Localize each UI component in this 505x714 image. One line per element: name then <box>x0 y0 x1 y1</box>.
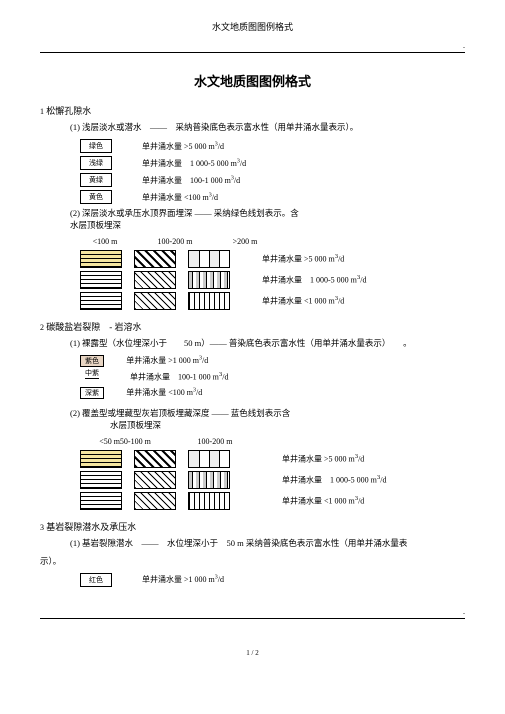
pattern-horiz <box>80 471 122 489</box>
pattern-diag <box>134 250 176 268</box>
yield-text: 单井涌水量 >5 000 m3/d <box>282 453 364 465</box>
sec1-sub2: (2) 深层淡水或承压水顶界面埋深 —— 采纳绿色线划表示。含 水层顶板埋深 <box>70 207 465 231</box>
corner-dot-bottom: . <box>40 607 465 616</box>
swatch-yellowgreen: 黄绿 <box>80 173 112 187</box>
yield-text: 单井涌水量 >5 000 m3/d <box>262 253 344 265</box>
pattern-vert <box>188 292 230 310</box>
color-row: 浅绿 单井涌水量 1 000-5 000 m3/d <box>80 156 465 170</box>
sec2-title: 碳酸盐岩裂隙 - 岩溶水 <box>46 322 141 332</box>
yield-text: 单井涌水量 <100 m3/d <box>142 192 218 203</box>
color-row: 黄色 单井涌水量 <100 m3/d <box>80 190 465 204</box>
pattern-vert <box>188 271 230 289</box>
swatch-yellow: 黄色 <box>80 190 112 204</box>
pattern-diag <box>134 471 176 489</box>
swatch-green: 绿色 <box>80 139 112 153</box>
swatch-red: 红色 <box>80 573 112 587</box>
sec3-sub1: (1) 基岩裂隙潜水 —— 水位埋深小于 50 m 采纳普染底色表示富水性（用单… <box>70 537 465 549</box>
pattern-diag <box>134 292 176 310</box>
yield-text: 单井涌水量 100-1 000 m3/d <box>130 371 465 383</box>
yield-text: 单井涌水量 1 000-5 000 m3/d <box>142 158 246 169</box>
pattern-row: 单井涌水量 1 000-5 000 m3/d <box>80 471 465 489</box>
corner-dot: . <box>40 41 465 50</box>
sec1-sub1: (1) 浅层淡水或潜水 —— 采纳普染底色表示富水性（用单井涌水量表示）。 <box>70 121 465 133</box>
yield-text: 单井涌水量 >1 000 m3/d <box>126 356 208 365</box>
pattern-row: 单井涌水量 >5 000 m3/d <box>80 250 465 268</box>
section-1: 1 松懈孔隙水 <box>40 104 465 117</box>
yield-text: 单井涌水量 <1 000 m3/d <box>282 495 364 507</box>
swatch-lightgreen: 浅绿 <box>80 156 112 170</box>
pattern-row: 单井涌水量 <1 000 m3/d <box>80 292 465 310</box>
section-3: 3 基岩裂隙潜水及承压水 <box>40 520 465 533</box>
section-2: 2 碳酸盐岩裂隙 - 岩溶水 <box>40 320 465 333</box>
color-row: 红色 单井涌水量 >1 000 m3/d <box>80 573 465 587</box>
sec1-title: 松懈孔隙水 <box>46 106 91 116</box>
pattern-diag <box>134 271 176 289</box>
pattern-row: 单井涌水量 >5 000 m3/d <box>80 450 465 468</box>
color-row: 绿色 单井涌水量 >5 000 m3/d <box>80 139 465 153</box>
sec3-num: 3 <box>40 523 44 532</box>
color-row: 黄绿 单井涌水量 100-1 000 m3/d <box>80 173 465 187</box>
yield-text: 单井涌水量 1 000-5 000 m3/d <box>262 274 366 286</box>
yield-text: 单井涌水量 <100 m3/d <box>126 388 202 397</box>
sec1-num: 1 <box>40 107 44 116</box>
swatch-purple: 紫色 <box>80 355 104 367</box>
pattern-vert <box>188 250 230 268</box>
label-midpurple: 中紫 <box>85 368 99 379</box>
main-title: 水文地质图图例格式 <box>40 71 465 90</box>
yield-text: 单井涌水量 100-1 000 m3/d <box>142 175 240 186</box>
pattern-row: 单井涌水量 <1 000 m3/d <box>80 492 465 510</box>
page-header: 水文地质图图例格式 <box>40 20 465 33</box>
bottom-rule <box>40 618 465 619</box>
sec3-sub1b: 示）。 <box>40 555 465 567</box>
pattern-diag <box>134 492 176 510</box>
pattern-vert <box>188 450 230 468</box>
yield-text: 单井涌水量 1 000-5 000 m3/d <box>282 474 386 486</box>
top-rule <box>40 52 465 53</box>
pattern-horiz <box>80 250 122 268</box>
sec2-sub1: (1) 裸露型（水位埋深小于 50 m）—— 普染底色表示富水性（用单并涌水量表… <box>70 337 465 349</box>
pattern-vert <box>188 471 230 489</box>
yield-text: 单井涌水量 <1 000 m3/d <box>262 295 344 307</box>
pattern-horiz <box>80 292 122 310</box>
depth-header-1: <100 m 100-200 m >200 m <box>80 237 465 246</box>
yield-text: 单井涌水量 >1 000 m3/d <box>142 574 224 585</box>
pattern-horiz <box>80 450 122 468</box>
pattern-diag <box>134 450 176 468</box>
sec2-sub2: (2) 覆盖型或埋藏型灰岩顶板埋藏深度 —— 蓝色线划表示含 水层顶板埋深 <box>70 407 465 431</box>
yield-text: 单井涌水量 >5 000 m3/d <box>142 141 224 152</box>
pattern-horiz <box>80 271 122 289</box>
pattern-horiz <box>80 492 122 510</box>
pattern-row: 单井涌水量 1 000-5 000 m3/d <box>80 271 465 289</box>
pattern-vert <box>188 492 230 510</box>
swatch-deeppurple: 深紫 <box>80 387 104 399</box>
page-footer: 1 / 2 <box>40 649 465 657</box>
depth-header-2: <50 m50-100 m 100-200 m <box>80 437 465 446</box>
sec3-title: 基岩裂隙潜水及承压水 <box>46 522 136 532</box>
sec2-num: 2 <box>40 323 44 332</box>
